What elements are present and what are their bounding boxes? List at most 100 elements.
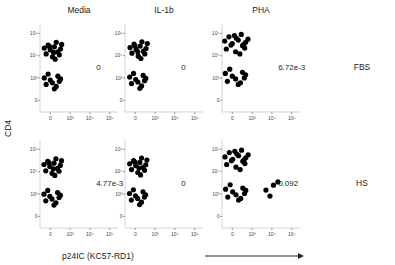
- x-tick-label: 10⁴: [268, 231, 276, 237]
- panel: 010³10⁴10⁵010³10⁴10⁵0.092: [212, 140, 300, 237]
- x-tick-label: 10⁵: [191, 115, 199, 121]
- event-dot: [127, 161, 132, 166]
- x-tick-label: 10⁵: [288, 231, 296, 237]
- event-dot: [139, 83, 144, 88]
- y-tick-label: 10⁴: [30, 168, 38, 174]
- column-header: PHA: [252, 5, 270, 15]
- event-dot: [232, 149, 237, 154]
- event-dot: [139, 200, 144, 205]
- x-axis-line: [125, 228, 203, 229]
- y-tick-label: 10³: [212, 191, 220, 197]
- event-dot: [46, 71, 51, 76]
- x-axis-line: [125, 112, 203, 113]
- y-tick-label: 10⁵: [212, 30, 220, 36]
- event-dot: [144, 158, 149, 163]
- event-dot: [53, 156, 58, 161]
- event-dot: [142, 78, 147, 83]
- arrow-head: [298, 253, 304, 259]
- event-dot: [135, 196, 140, 201]
- event-dot: [139, 39, 144, 44]
- event-dot: [142, 194, 147, 199]
- y-tick-label: 0: [35, 97, 38, 103]
- y-tick: [38, 216, 40, 217]
- event-dot: [139, 155, 144, 160]
- y-tick: [38, 77, 40, 78]
- y-tick: [220, 193, 222, 194]
- x-tick-label: 10⁵: [106, 231, 114, 237]
- panel: 010³10⁴10⁵010³10⁴10⁵4.77e-3: [30, 140, 124, 237]
- x-tick-label: 0: [49, 231, 52, 237]
- y-tick: [38, 149, 40, 150]
- event-dot: [271, 183, 276, 188]
- y-tick: [220, 55, 222, 56]
- y-axis-line: [40, 140, 41, 228]
- event-dot: [238, 167, 243, 172]
- y-axis-label: CD4: [3, 120, 13, 137]
- annotation: 0: [181, 179, 186, 188]
- event-dot: [54, 84, 59, 89]
- y-tick: [123, 100, 125, 101]
- x-axis-line: [222, 112, 300, 113]
- event-dot: [241, 158, 246, 163]
- y-axis-line: [222, 24, 223, 112]
- x-tick-label: 10³: [67, 115, 75, 121]
- event-dot: [53, 200, 58, 205]
- y-tick: [123, 216, 125, 217]
- annotation: 0.092: [278, 179, 299, 188]
- event-dot: [42, 75, 47, 80]
- x-tick-label: 10³: [67, 231, 75, 237]
- event-dot: [56, 195, 61, 200]
- x-tick-label: 10⁵: [288, 115, 296, 121]
- y-tick-label: 0: [35, 213, 38, 219]
- event-dot: [54, 40, 59, 45]
- event-dot: [59, 158, 64, 163]
- event-dot: [233, 76, 238, 81]
- column-header: Media: [67, 5, 90, 15]
- event-dot: [137, 160, 142, 165]
- event-dot: [50, 80, 55, 85]
- event-dot: [142, 168, 147, 173]
- event-dot: [226, 34, 231, 39]
- event-dot: [222, 154, 227, 159]
- event-dot: [127, 45, 132, 50]
- event-dot: [43, 168, 48, 173]
- y-tick: [38, 33, 40, 34]
- x-tick-label: 0: [49, 115, 52, 121]
- event-dot: [242, 75, 247, 80]
- event-dot: [44, 51, 49, 56]
- y-tick-label: 10³: [212, 75, 220, 81]
- event-dot: [228, 182, 233, 187]
- x-tick-label: 0: [134, 115, 137, 121]
- event-dot: [238, 196, 243, 201]
- y-axis-line: [125, 24, 126, 112]
- event-dot: [224, 46, 229, 51]
- event-dot: [242, 191, 247, 196]
- x-tick-label: 10⁴: [171, 231, 179, 237]
- y-axis-line: [222, 140, 223, 228]
- y-tick: [123, 33, 125, 34]
- y-tick: [123, 77, 125, 78]
- event-dot: [222, 39, 227, 44]
- x-tick-label: 10³: [249, 115, 257, 121]
- y-tick-label: 10⁵: [30, 146, 38, 152]
- y-tick-label: 10⁴: [212, 52, 220, 58]
- event-dot: [223, 71, 228, 76]
- event-dot: [131, 71, 136, 76]
- y-tick-label: 10³: [30, 75, 38, 81]
- event-dot: [57, 79, 62, 84]
- event-dot: [223, 187, 228, 192]
- row-label: FBS: [354, 62, 371, 72]
- y-tick: [220, 100, 222, 101]
- y-axis-line: [40, 24, 41, 112]
- y-tick-label: 0: [217, 213, 220, 219]
- event-dot: [225, 194, 230, 199]
- event-dot: [132, 43, 137, 48]
- y-axis-line: [125, 140, 126, 228]
- x-axis-line: [222, 228, 300, 229]
- row-label: HS: [356, 178, 368, 188]
- event-dot: [49, 196, 54, 201]
- event-dot: [43, 198, 48, 203]
- event-dot: [127, 74, 132, 79]
- x-tick-label: 10⁵: [106, 115, 114, 121]
- event-dot: [51, 50, 56, 55]
